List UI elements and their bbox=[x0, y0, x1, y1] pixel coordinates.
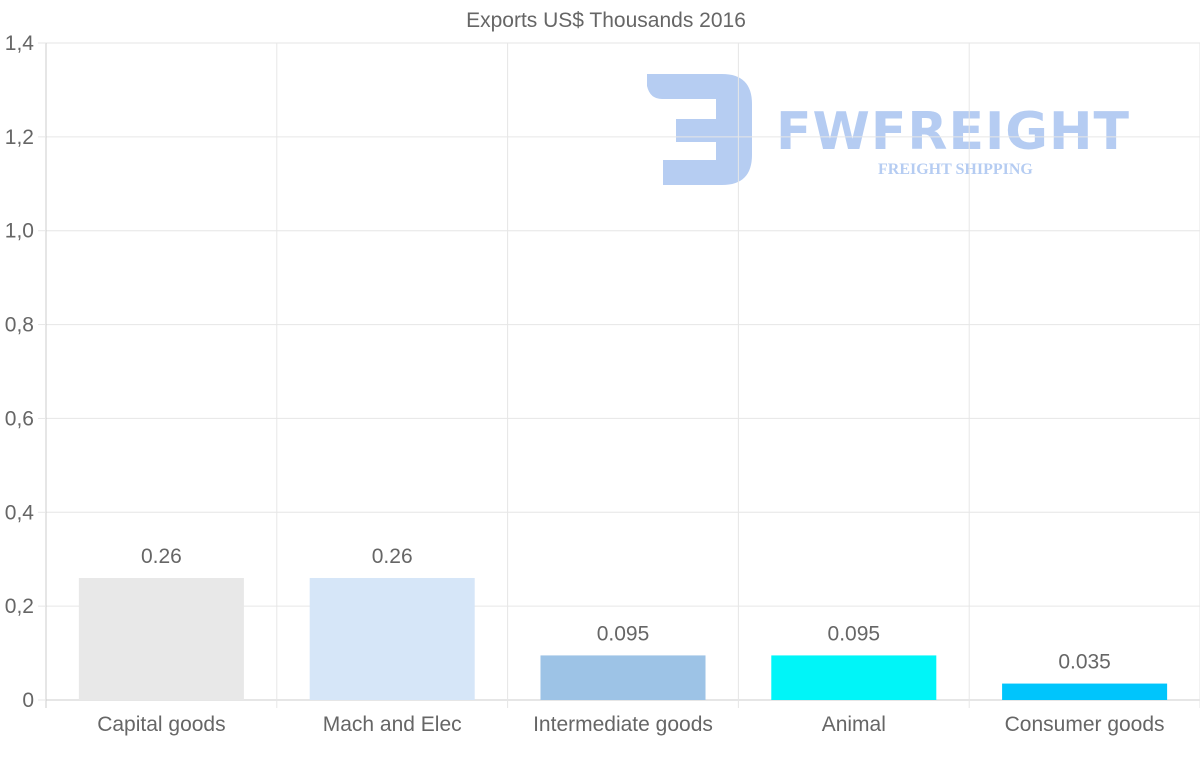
data-label: 0.26 bbox=[372, 545, 413, 568]
data-label: 0.035 bbox=[1058, 651, 1111, 674]
bar-mach-and-elec[interactable] bbox=[309, 577, 475, 700]
data-label: 0.26 bbox=[141, 545, 182, 568]
bar-intermediate-goods[interactable] bbox=[540, 655, 706, 700]
y-tick-label: 1,0 bbox=[5, 220, 34, 243]
watermark-tagline-text: FREIGHT SHIPPING bbox=[878, 161, 1033, 178]
chart-title: Exports US$ Thousands 2016 bbox=[466, 9, 746, 32]
y-tick-label: 0,4 bbox=[5, 501, 35, 524]
axes bbox=[38, 42, 46, 701]
labels: 0 0,2 0,4 0,6 0,8 1,0 1,2 1,4 0.26 Capital goods 0… bbox=[5, 32, 1165, 736]
fwfreight-logo-icon bbox=[647, 74, 752, 185]
y-tick-label: 0,2 bbox=[5, 595, 34, 618]
bar-consumer-goods[interactable] bbox=[1002, 683, 1168, 700]
y-tick-label: 1,2 bbox=[5, 126, 34, 149]
y-tick-label: 0 bbox=[22, 689, 34, 712]
x-category-label: Animal bbox=[822, 713, 886, 736]
x-category-label: Mach and Elec bbox=[323, 713, 462, 736]
data-label: 0.095 bbox=[597, 622, 650, 645]
bars bbox=[78, 577, 1168, 700]
x-category-label: Intermediate goods bbox=[533, 713, 713, 736]
y-tick-label: 1,4 bbox=[5, 32, 35, 55]
x-category-label: Capital goods bbox=[97, 713, 225, 736]
x-category-label: Consumer goods bbox=[1005, 713, 1165, 736]
fwfreight-watermark-logo: FWFREIGHT FREIGHT SHIPPING bbox=[647, 74, 1130, 185]
watermark-brand-text: FWFREIGHT bbox=[776, 102, 1130, 162]
y-tick-label: 0,6 bbox=[5, 407, 34, 430]
bar-capital-goods[interactable] bbox=[78, 577, 244, 700]
bar-animal[interactable] bbox=[771, 655, 937, 700]
y-tick-label: 0,8 bbox=[5, 314, 34, 337]
data-label: 0.095 bbox=[828, 622, 881, 645]
